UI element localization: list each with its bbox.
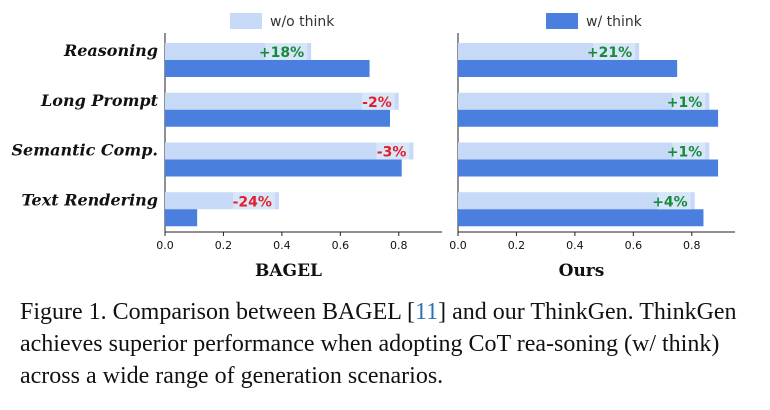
bagel-delta-label: +18%: [259, 45, 304, 61]
bagel-bar-wo-think: [165, 92, 399, 110]
category-label-text-rendering: Text Rendering: [21, 190, 158, 209]
ours-bar-w-think: [458, 60, 678, 77]
caption-suffix: ] and our ThinkGen. ThinkGen achieves su…: [20, 299, 737, 389]
bagel-delta-label-bg: [376, 142, 410, 160]
plot-area: Reasoning Long Prompt Semantic Comp. Text R…: [11, 33, 735, 281]
bagel-bar-w-think: [165, 60, 370, 77]
ours-panel-title: Ours: [559, 261, 605, 281]
figure-caption: Figure 1. Comparison between BAGEL [11] …: [20, 296, 760, 392]
bagel-delta-label: -2%: [362, 95, 392, 111]
bagel-x-tick-label: 0.6: [332, 239, 350, 252]
legend-swatch-w-think: [546, 13, 578, 29]
category-label-long-prompt: Long Prompt: [40, 91, 159, 110]
ours-delta-label: +21%: [587, 45, 632, 61]
ours-x-tick-label: 0.0: [449, 239, 467, 252]
bagel-x-tick-label: 0.4: [273, 239, 291, 252]
ours-x-tick-label: 0.2: [508, 239, 526, 252]
ours-bar-wo-think: [458, 192, 695, 210]
ours-x-tick-label: 0.8: [683, 239, 701, 252]
bagel-bar-w-think: [165, 109, 391, 127]
ours-x-tick-label: 0.6: [625, 239, 643, 252]
bagel-bar-w-think: [165, 209, 198, 227]
ours-bar-wo-think: [458, 142, 710, 160]
ours-delta-label: +1%: [667, 95, 703, 111]
ours-delta-label: +4%: [652, 194, 688, 210]
ours-bar-w-think: [458, 159, 719, 177]
bagel-x-tick-label: 0.8: [390, 239, 408, 252]
ours-delta-label: +1%: [667, 145, 703, 161]
bagel-bar-wo-think: [165, 142, 414, 160]
bagel-x-tick-label: 0.0: [156, 239, 174, 252]
ours-bar-wo-think: [458, 92, 710, 110]
bagel-delta-label-bg: [232, 192, 275, 210]
category-label-reasoning: Reasoning: [63, 41, 158, 60]
caption-prefix: Figure 1. Comparison between BAGEL [: [20, 299, 416, 325]
bagel-delta-label-bg: [361, 92, 395, 110]
caption-citation-link[interactable]: 11: [415, 299, 439, 325]
ours-delta-label-bg: [672, 92, 706, 110]
bagel-delta-label: -3%: [377, 145, 407, 161]
bagel-bar-w-think: [165, 159, 402, 177]
bagel-panel-title: BAGEL: [255, 261, 322, 281]
bagel-delta-label-bg: [265, 43, 308, 60]
ours-bar-w-think: [458, 209, 704, 227]
ours-x-tick-label: 0.4: [566, 239, 584, 252]
ours-bar-w-think: [458, 109, 719, 127]
legend-label-wo-think: w/o think: [270, 14, 335, 30]
legend-label-w-think: w/ think: [586, 14, 643, 30]
ours-delta-label-bg: [593, 43, 636, 60]
ours-delta-label-bg: [672, 142, 706, 160]
legend-swatch-wo-think: [230, 13, 262, 29]
bagel-delta-label: -24%: [233, 194, 272, 210]
category-label-semantic-comp: Semantic Comp.: [11, 141, 158, 160]
bagel-x-tick-label: 0.2: [215, 239, 233, 252]
comparison-figure: w/o think w/ think Reasoning Long Prompt S…: [11, 13, 735, 281]
ours-delta-label-bg: [657, 192, 691, 210]
